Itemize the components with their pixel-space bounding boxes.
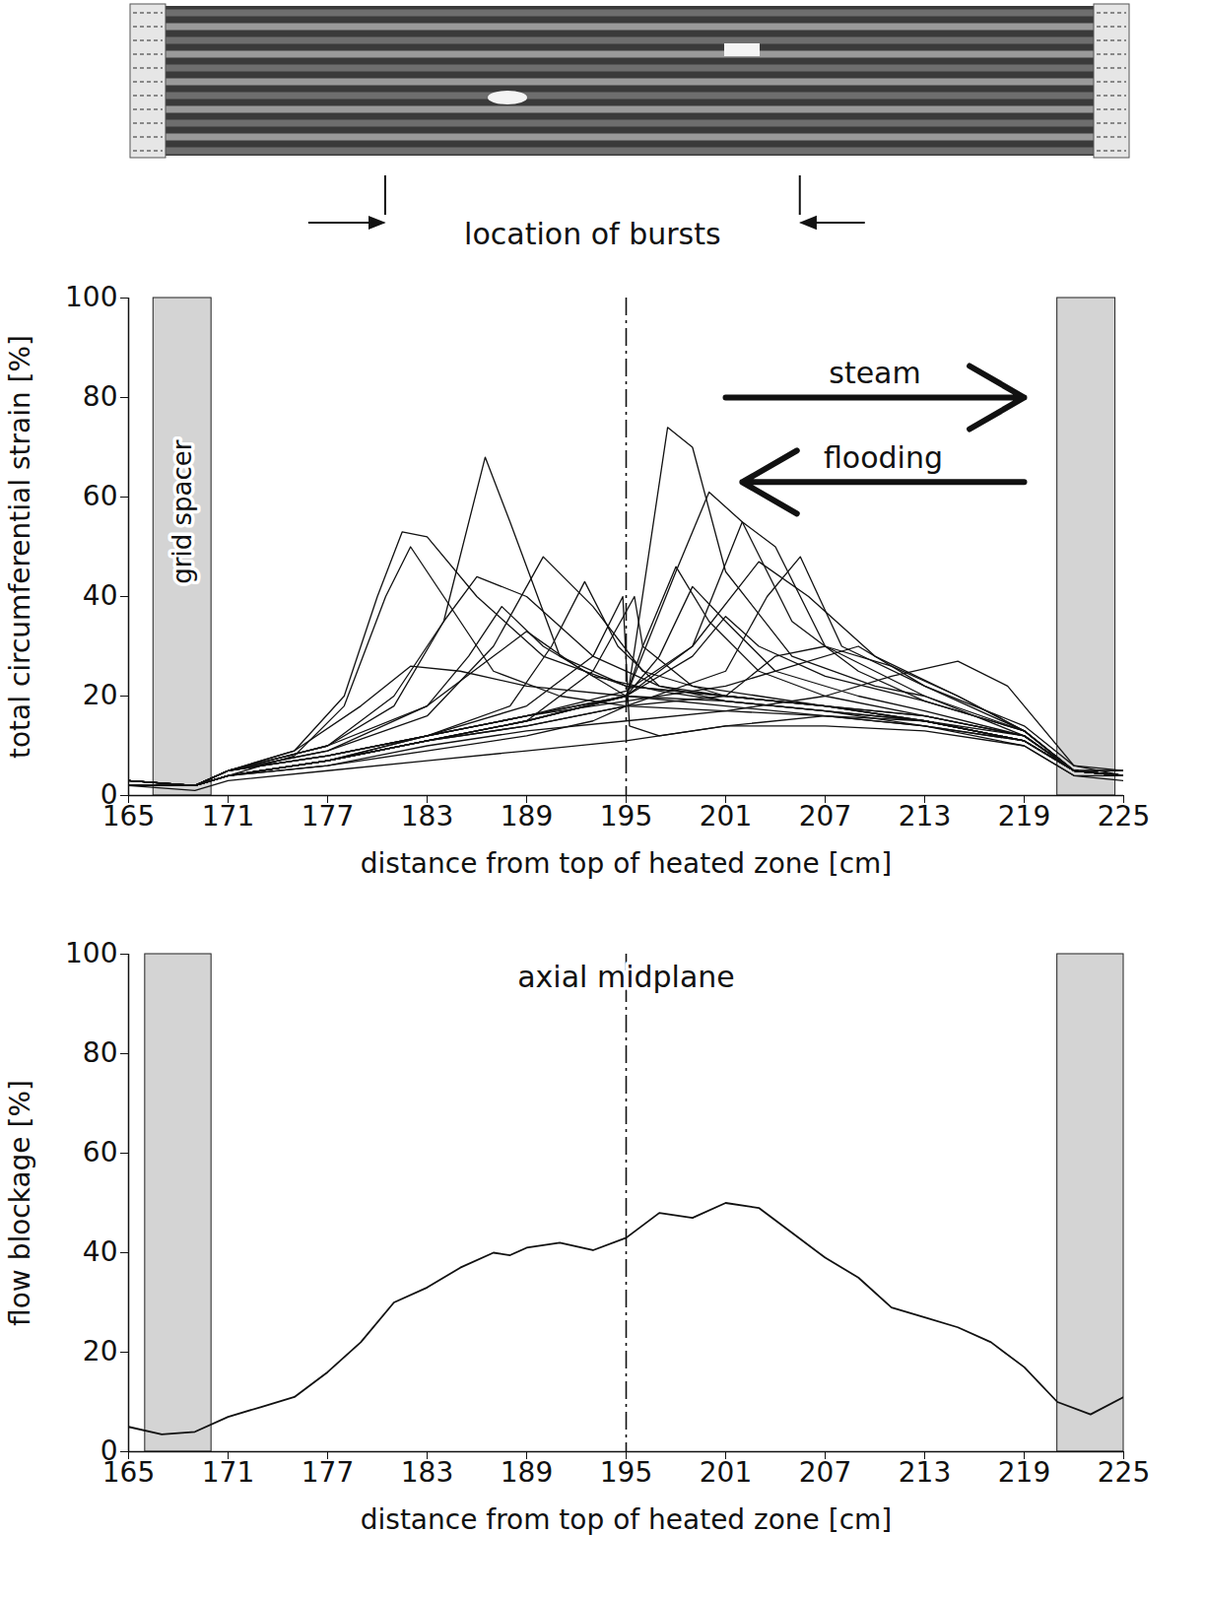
svg-text:165: 165 xyxy=(102,1456,155,1489)
svg-text:100: 100 xyxy=(65,280,118,314)
svg-text:213: 213 xyxy=(898,800,951,833)
svg-text:80: 80 xyxy=(82,380,119,413)
svg-text:total circumferential strain [: total circumferential strain [%] xyxy=(3,334,37,759)
svg-text:40: 40 xyxy=(82,579,119,612)
svg-text:flow blockage [%]: flow blockage [%] xyxy=(3,1079,37,1327)
svg-text:225: 225 xyxy=(1097,800,1150,833)
svg-text:201: 201 xyxy=(699,800,752,833)
svg-text:40: 40 xyxy=(82,1235,119,1269)
svg-text:177: 177 xyxy=(301,1456,354,1489)
svg-text:165: 165 xyxy=(102,800,155,833)
svg-text:201: 201 xyxy=(699,1456,752,1489)
svg-text:location of bursts: location of bursts xyxy=(464,216,721,252)
svg-text:195: 195 xyxy=(600,800,653,833)
svg-text:0: 0 xyxy=(100,1435,118,1468)
svg-text:219: 219 xyxy=(998,800,1051,833)
svg-text:100: 100 xyxy=(65,937,118,970)
svg-text:213: 213 xyxy=(898,1456,951,1489)
svg-text:axial midplane: axial midplane xyxy=(517,959,736,995)
svg-text:60: 60 xyxy=(82,1136,119,1169)
svg-text:207: 207 xyxy=(799,800,852,833)
svg-text:20: 20 xyxy=(82,1335,119,1368)
svg-text:0: 0 xyxy=(100,778,118,812)
svg-text:steam: steam xyxy=(828,355,921,391)
svg-text:171: 171 xyxy=(201,800,255,833)
svg-text:219: 219 xyxy=(998,1456,1051,1489)
svg-text:189: 189 xyxy=(500,1456,553,1489)
svg-text:189: 189 xyxy=(500,800,553,833)
svg-text:225: 225 xyxy=(1097,1456,1150,1489)
svg-text:183: 183 xyxy=(401,1456,454,1489)
svg-text:distance from top of heated zo: distance from top of heated zone [cm] xyxy=(360,847,893,880)
svg-text:20: 20 xyxy=(82,678,119,712)
svg-text:177: 177 xyxy=(301,800,354,833)
svg-text:183: 183 xyxy=(401,800,454,833)
svg-text:171: 171 xyxy=(201,1456,255,1489)
svg-text:80: 80 xyxy=(82,1036,119,1070)
svg-text:207: 207 xyxy=(799,1456,852,1489)
svg-text:60: 60 xyxy=(82,479,119,513)
svg-text:grid spacer: grid spacer xyxy=(167,439,198,584)
svg-text:195: 195 xyxy=(600,1456,653,1489)
svg-text:distance from top of heated zo: distance from top of heated zone [cm] xyxy=(360,1503,893,1537)
svg-text:flooding: flooding xyxy=(823,440,943,475)
